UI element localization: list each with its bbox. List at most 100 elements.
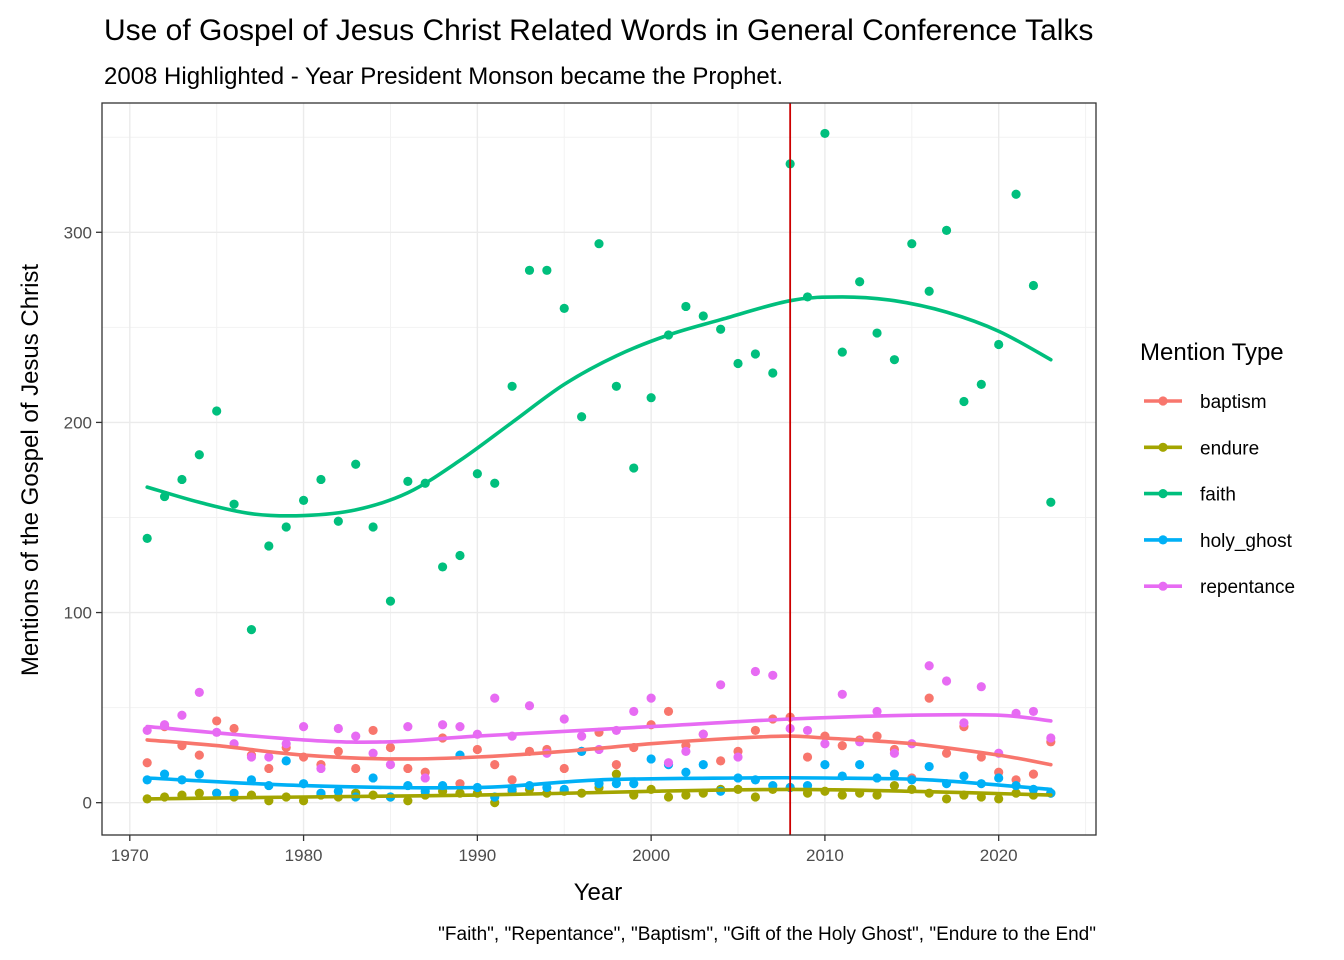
data-point-faith bbox=[316, 474, 326, 485]
data-point-repentance bbox=[959, 718, 969, 728]
data-point-holy_ghost bbox=[333, 786, 343, 796]
data-point-repentance bbox=[733, 752, 743, 762]
data-point-faith bbox=[646, 393, 656, 403]
data-point-repentance bbox=[889, 748, 900, 758]
data-point-repentance bbox=[316, 763, 326, 774]
data-point-endure bbox=[750, 792, 760, 802]
data-point-faith bbox=[177, 474, 187, 485]
data-point-faith bbox=[142, 533, 152, 543]
data-point-baptism bbox=[385, 742, 396, 753]
data-point-faith bbox=[403, 476, 413, 486]
chart-title: Use of Gospel of Jesus Christ Related Wo… bbox=[104, 14, 1093, 47]
data-point-holy_ghost bbox=[212, 788, 222, 798]
data-point-holy_ghost bbox=[994, 773, 1004, 783]
data-point-endure bbox=[681, 790, 691, 800]
chart-subtitle: 2008 Highlighted - Year President Monson… bbox=[104, 63, 783, 90]
data-point-holy_ghost bbox=[820, 760, 830, 770]
data-point-baptism bbox=[403, 763, 413, 774]
data-point-faith bbox=[594, 239, 604, 249]
data-point-baptism bbox=[611, 760, 621, 770]
data-point-repentance bbox=[663, 758, 674, 768]
data-point-faith bbox=[698, 311, 708, 321]
data-point-baptism bbox=[142, 758, 152, 768]
data-point-faith bbox=[976, 379, 986, 389]
x-tick-label: 1980 bbox=[285, 846, 323, 865]
data-point-faith bbox=[333, 516, 343, 526]
trend-line-holy_ghost bbox=[145, 775, 1053, 792]
data-point-baptism bbox=[351, 763, 361, 774]
data-point-faith bbox=[889, 355, 900, 365]
y-tick-label: 0 bbox=[83, 794, 92, 813]
data-point-repentance bbox=[768, 670, 778, 680]
data-point-baptism bbox=[663, 706, 674, 717]
chart-caption: "Faith", "Repentance", "Baptism", "Gift … bbox=[438, 924, 1096, 945]
data-point-holy_ghost bbox=[855, 760, 865, 770]
y-tick-label: 200 bbox=[64, 413, 92, 432]
legend-label-repentance: repentance bbox=[1200, 577, 1295, 598]
data-point-endure bbox=[994, 794, 1004, 804]
data-point-faith bbox=[246, 625, 257, 635]
data-point-repentance bbox=[976, 682, 986, 692]
data-point-faith bbox=[750, 349, 760, 359]
plot-panel-border bbox=[101, 102, 1097, 836]
data-point-repentance bbox=[820, 739, 830, 749]
axes: 1970 1980 1990 2000 2010 2020 0 100 200 300 bbox=[64, 223, 1018, 865]
data-point-baptism bbox=[716, 756, 726, 766]
data-point-faith bbox=[368, 522, 378, 532]
data-point-faith bbox=[855, 277, 865, 287]
data-point-baptism bbox=[559, 763, 569, 774]
data-point-holy_ghost bbox=[229, 788, 239, 798]
data-point-repentance bbox=[716, 680, 726, 690]
legend-key-point-baptism bbox=[1158, 396, 1168, 406]
data-point-faith bbox=[298, 495, 309, 505]
data-layer bbox=[142, 103, 1056, 835]
legend-label-endure: endure bbox=[1200, 438, 1259, 459]
data-point-faith bbox=[490, 478, 500, 488]
data-point-faith bbox=[611, 381, 621, 391]
legend: Mention Type baptism endure faith holy_ghos… bbox=[1140, 339, 1295, 598]
data-point-faith bbox=[542, 265, 552, 275]
data-point-repentance bbox=[490, 693, 500, 703]
x-tick-label: 2000 bbox=[632, 846, 670, 865]
data-point-repentance bbox=[750, 666, 760, 677]
data-point-repentance bbox=[559, 714, 569, 724]
data-point-baptism bbox=[264, 763, 274, 774]
data-point-baptism bbox=[490, 760, 500, 770]
data-point-baptism bbox=[750, 725, 760, 736]
data-point-faith bbox=[507, 381, 517, 391]
y-axis-title: Mentions of the Gospel of Jesus Christ bbox=[17, 264, 44, 677]
data-point-repentance bbox=[385, 760, 396, 770]
data-point-repentance bbox=[577, 731, 587, 741]
data-point-faith bbox=[924, 286, 934, 296]
data-point-holy_ghost bbox=[924, 761, 934, 772]
legend-label-holy_ghost: holy_ghost bbox=[1200, 531, 1293, 552]
data-point-baptism bbox=[976, 752, 986, 762]
data-point-baptism bbox=[872, 731, 882, 741]
data-point-holy_ghost bbox=[281, 756, 291, 766]
data-point-faith bbox=[994, 339, 1004, 350]
data-point-faith bbox=[733, 358, 743, 369]
data-point-baptism bbox=[212, 716, 222, 726]
data-point-endure bbox=[837, 790, 847, 800]
legend-key-point-endure bbox=[1158, 442, 1168, 452]
data-point-faith bbox=[1011, 189, 1021, 199]
data-point-faith bbox=[907, 239, 917, 249]
data-point-repentance bbox=[1046, 733, 1056, 743]
data-point-faith bbox=[1028, 280, 1039, 291]
data-point-repentance bbox=[351, 731, 361, 741]
data-point-endure bbox=[611, 769, 621, 779]
data-point-baptism bbox=[837, 741, 847, 751]
data-point-faith bbox=[820, 128, 830, 139]
data-point-repentance bbox=[246, 752, 257, 762]
data-point-faith bbox=[629, 463, 639, 473]
data-point-holy_ghost bbox=[368, 773, 378, 783]
data-point-repentance bbox=[837, 689, 847, 699]
data-point-faith bbox=[194, 450, 204, 460]
data-point-faith bbox=[1046, 497, 1056, 507]
data-point-faith bbox=[438, 562, 448, 572]
data-point-holy_ghost bbox=[629, 779, 639, 789]
data-point-repentance bbox=[403, 722, 413, 732]
data-point-repentance bbox=[802, 725, 813, 736]
data-point-faith bbox=[559, 303, 569, 313]
x-tick-label: 1970 bbox=[111, 846, 149, 865]
